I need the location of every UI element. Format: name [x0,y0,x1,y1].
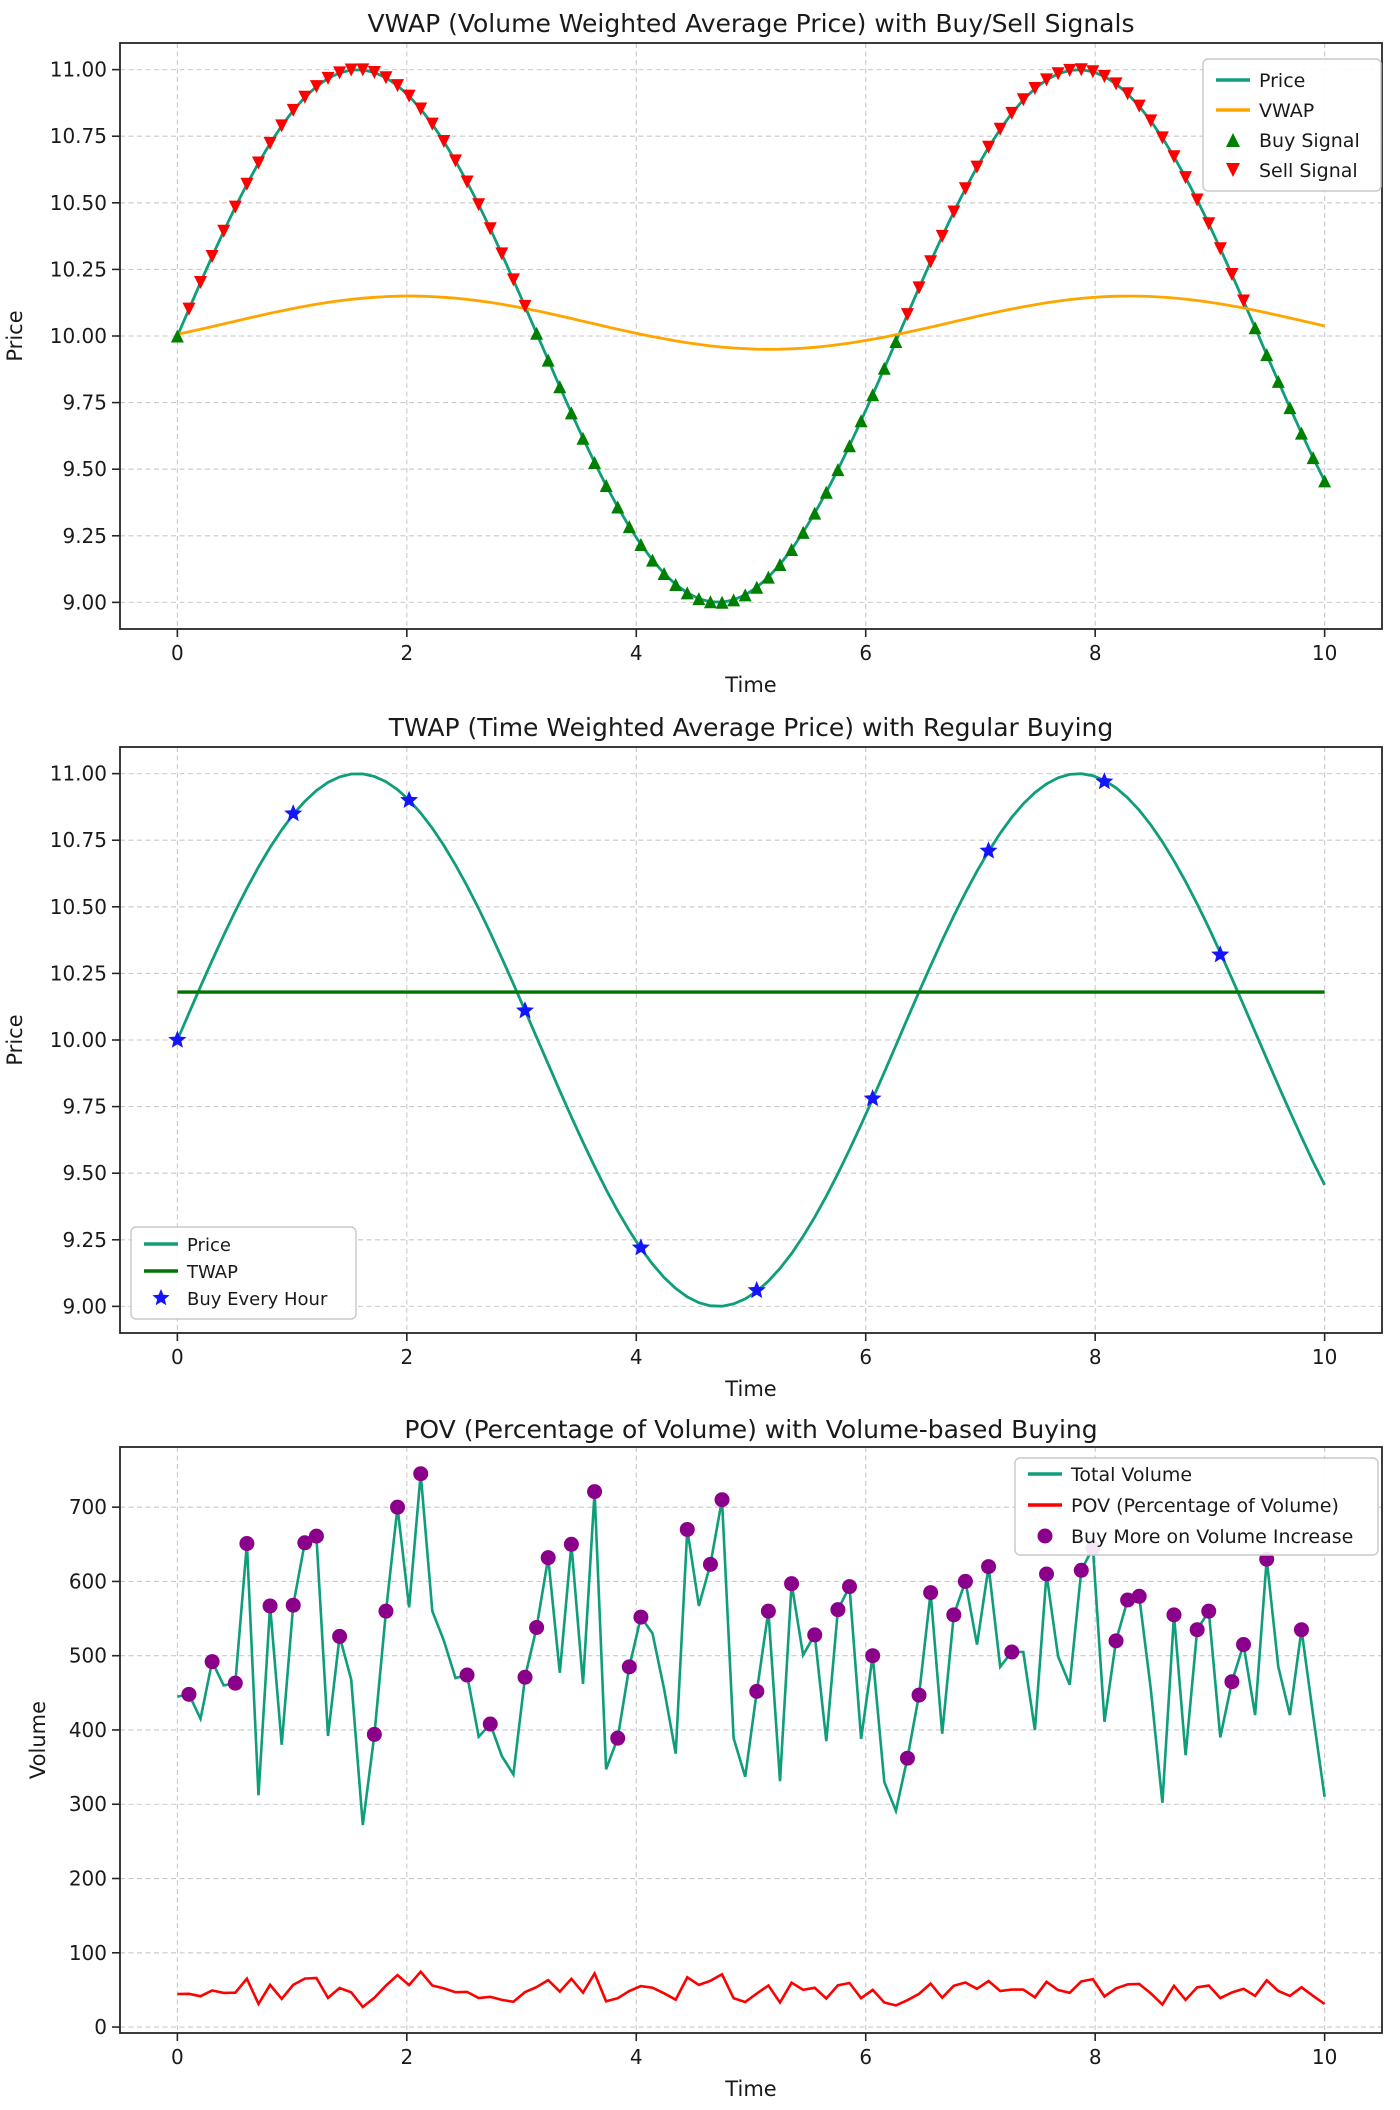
buy-signal-markers [170,321,1332,609]
y-axis-label: Volume [26,1701,50,1779]
legend-label: Buy More on Volume Increase [1071,1526,1353,1548]
x-tick-label: 6 [859,641,872,665]
legend-item: Price [144,1235,231,1256]
legend-box [130,1226,357,1320]
legend-item: Buy More on Volume Increase [1037,1526,1353,1548]
x-tick-label: 10 [1312,641,1337,665]
x-axis-label: Time [724,673,776,697]
y-tick-label: 9.25 [62,1228,107,1252]
legend-label: VWAP [1259,100,1314,122]
y-tick-label: 600 [69,1569,107,1593]
legend-label: Price [1259,70,1305,92]
chart-title: TWAP (Time Weighted Average Price) with … [388,713,1114,742]
y-tick-label: 100 [69,1941,107,1965]
legend-item: Sell Signal [1226,160,1358,182]
x-tick-label: 0 [171,2045,184,2069]
legend-label: TWAP [186,1262,238,1283]
grid [120,43,1382,629]
legend-label: Buy Signal [1259,130,1360,152]
y-tick-label: 10.25 [50,257,107,281]
y-tick-label: 10.75 [50,124,107,148]
buy-every-hour-markers [168,772,1230,1299]
chart-1: 0 2 4 6 8 10 9.00 9.25 9.50 9.75 10.00 10.25 10.50 10… [3,713,1383,1401]
x-tick-label: 10 [1312,1345,1337,1369]
legend-item: Buy Every Hour [152,1289,328,1310]
x-tick-label: 0 [171,1345,184,1369]
y-tick-label: 10.00 [50,1028,107,1052]
legend-box [1202,58,1382,192]
x-tick-label: 2 [400,1345,413,1369]
y-tick-label: 9.75 [62,391,107,415]
legend-item: TWAP [144,1262,238,1283]
chart-0: 0 2 4 6 8 10 9.00 9.25 9.50 9.75 10.00 10.25 10.50 10… [3,9,1383,697]
chart-title: VWAP (Volume Weighted Average Price) wit… [368,9,1135,38]
legend: Price TWAP Buy Every Hour [130,1226,357,1320]
y-tick-label: 400 [69,1718,107,1742]
legend-item: Total Volume [1028,1464,1192,1486]
ticks: 0 2 4 6 8 10 9.00 9.25 9.50 9.75 10.00 10.25 10.50 10… [50,762,1338,1369]
legend-item: Buy Signal [1226,130,1360,152]
y-tick-label: 0 [94,2015,107,2039]
sell-signal-markers [182,63,1251,322]
x-axis-label: Time [724,2077,776,2101]
x-tick-label: 4 [630,2045,643,2069]
legend-item: Price [1216,70,1305,92]
y-tick-label: 11.00 [50,762,107,786]
legend: Price VWAP Buy Signal Sell Signal [1202,58,1382,192]
plot-border [119,1446,1383,2034]
x-tick-label: 8 [1089,2045,1102,2069]
y-tick-label: 9.25 [62,524,107,548]
x-tick-label: 8 [1089,641,1102,665]
x-tick-label: 6 [859,1345,872,1369]
legend-item: POV (Percentage of Volume) [1028,1495,1339,1517]
legend-label: Total Volume [1070,1464,1192,1486]
legend-label: POV (Percentage of Volume) [1071,1495,1339,1517]
vwap-line [177,294,1325,351]
legend-box [1014,1457,1379,1556]
y-tick-label: 9.50 [62,1161,107,1185]
legend-label: Sell Signal [1259,160,1358,182]
y-tick-label: 10.25 [50,961,107,985]
y-tick-label: 9.50 [62,457,107,481]
x-tick-label: 4 [630,1345,643,1369]
y-tick-label: 500 [69,1644,107,1668]
y-tick-label: 300 [69,1792,107,1816]
price-line [176,772,1326,1308]
pov-line [177,1969,1326,2009]
y-tick-label: 10.00 [50,324,107,348]
x-tick-label: 8 [1089,1345,1102,1369]
legend-item: VWAP [1216,100,1314,122]
legend: Total Volume POV (Percentage of Volume) Bu… [1014,1457,1379,1556]
y-tick-label: 9.75 [62,1095,107,1119]
y-tick-label: 10.50 [50,191,107,215]
grid [120,747,1382,1333]
legend-label: Buy Every Hour [187,1289,328,1310]
y-tick-label: 700 [69,1495,107,1519]
ticks: 0 2 4 6 8 10 9.00 9.25 9.50 9.75 10.00 10.25 10.50 10… [50,58,1338,665]
y-tick-label: 10.50 [50,895,107,919]
x-tick-label: 2 [400,641,413,665]
x-tick-label: 6 [859,2045,872,2069]
buy-more-markers [181,1466,1309,1766]
x-tick-label: 2 [400,2045,413,2069]
x-tick-label: 4 [630,641,643,665]
y-axis-label: Price [3,1014,27,1065]
x-tick-label: 10 [1312,2045,1337,2069]
x-tick-label: 0 [171,641,184,665]
x-axis-label: Time [724,1377,776,1401]
y-axis-label: Price [3,310,27,361]
chart-title: POV (Percentage of Volume) with Volume-b… [404,1415,1097,1444]
y-tick-label: 9.00 [62,1294,107,1318]
y-tick-label: 9.00 [62,590,107,614]
legend-label: Price [187,1235,231,1256]
y-tick-label: 10.75 [50,828,107,852]
y-tick-label: 200 [69,1867,107,1891]
y-tick-label: 11.00 [50,58,107,82]
